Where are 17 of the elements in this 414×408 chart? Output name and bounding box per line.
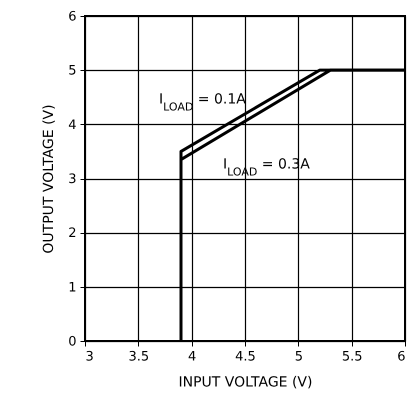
y-tick-label: 3: [68, 172, 76, 187]
y-tick-label: 6: [68, 10, 76, 24]
x-tick-label: 4.5: [235, 350, 256, 364]
y-tick-label: 2: [68, 226, 76, 242]
series-label: I$_{LOAD}$ = 0.1A: [159, 91, 246, 113]
x-axis-title: INPUT VOLTAGE (V): [178, 374, 312, 390]
y-axis-title: OUTPUT VOLTAGE (V): [41, 104, 58, 254]
y-tick-label: 5: [68, 64, 76, 79]
x-tick-label: 6: [397, 350, 406, 364]
y-tick-label: 4: [68, 118, 76, 133]
y-tick-label: 0: [68, 334, 76, 350]
x-tick-label: 3.5: [128, 350, 150, 364]
x-tick-label: 4: [188, 350, 196, 364]
x-tick-label: 5.5: [342, 350, 363, 364]
y-tick-label: 1: [68, 280, 76, 296]
x-tick-label: 3: [86, 350, 94, 364]
x-tick-label: 5: [294, 350, 303, 364]
